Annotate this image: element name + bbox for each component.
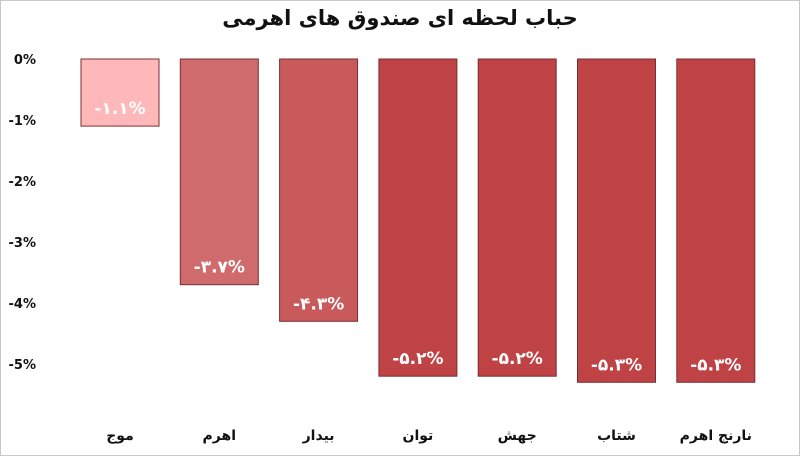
category-label: نارنج اهرم	[680, 428, 752, 444]
y-tick-label: -3%	[9, 236, 36, 251]
category-label: بیدار	[302, 428, 335, 444]
data-label: -۳.۷%	[194, 258, 245, 278]
data-label: -۱.۱%	[94, 99, 145, 119]
bar	[477, 58, 557, 377]
data-label: -۵.۳%	[591, 355, 642, 375]
bar	[577, 58, 656, 383]
data-label: -۵.۲%	[392, 349, 443, 369]
category-label: شتاب	[597, 428, 636, 444]
bar	[676, 58, 756, 383]
y-tick-label: 0%	[14, 53, 36, 68]
category-label: اهرم	[203, 428, 236, 444]
category-label: جهش	[498, 428, 537, 444]
y-tick-label: -4%	[9, 297, 36, 312]
data-label: -۵.۲%	[492, 349, 543, 369]
bar	[80, 58, 160, 127]
bar	[378, 58, 458, 377]
y-tick-label: -5%	[9, 358, 36, 373]
bar	[279, 58, 359, 322]
y-tick-label: -1%	[9, 114, 36, 129]
category-label: توان	[403, 428, 434, 444]
bar	[179, 58, 259, 286]
category-label: موج	[106, 428, 134, 444]
y-tick-label: -2%	[9, 175, 36, 190]
data-label: -۴.۳%	[293, 294, 344, 314]
chart-title: حباب لحظه ای صندوق های اهرمی	[222, 6, 578, 30]
data-label: -۵.۳%	[690, 355, 741, 375]
